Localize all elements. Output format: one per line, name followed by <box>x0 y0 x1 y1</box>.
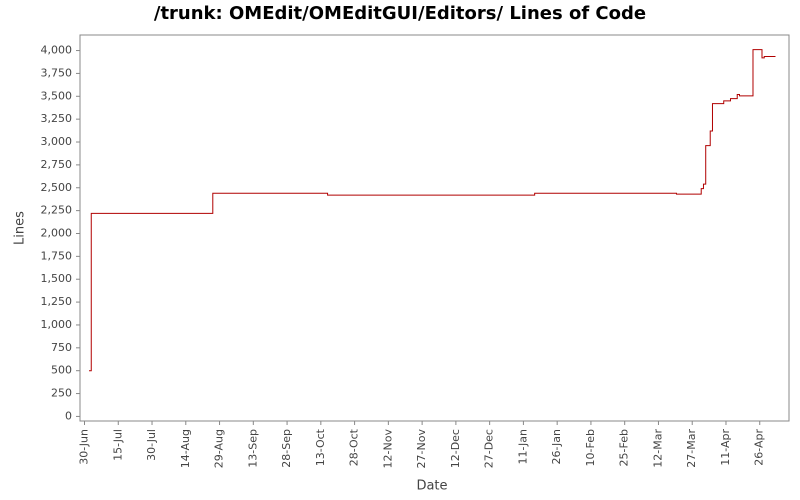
y-tick-label: 1,750 <box>41 249 73 262</box>
x-tick-label: 27-Mar <box>685 429 698 468</box>
y-tick-label: 2,500 <box>41 181 73 194</box>
y-tick-label: 250 <box>51 387 72 400</box>
y-tick-label: 750 <box>51 341 72 354</box>
x-tick-label: 25-Feb <box>618 429 631 466</box>
x-tick-label: 15-Jul <box>111 429 124 461</box>
x-tick-label: 29-Aug <box>213 429 226 468</box>
x-tick-label: 10-Feb <box>584 429 597 466</box>
x-tick-label: 26-Jan <box>550 429 563 465</box>
x-tick-label: 11-Jan <box>516 429 529 465</box>
y-tick-label: 2,750 <box>41 158 73 171</box>
y-tick-label: 1,500 <box>41 272 73 285</box>
x-tick-label: 12-Dec <box>449 429 462 468</box>
y-tick-label: 2,000 <box>41 226 73 239</box>
y-tick-label: 3,250 <box>41 112 73 125</box>
y-tick-label: 3,000 <box>41 135 73 148</box>
x-tick-label: 12-Nov <box>381 429 394 469</box>
y-tick-label: 3,750 <box>41 66 73 79</box>
y-tick-label: 1,250 <box>41 295 73 308</box>
x-tick-label: 30-Jul <box>145 429 158 461</box>
x-tick-label: 13-Sep <box>246 429 259 468</box>
x-tick-label: 26-Apr <box>753 429 766 466</box>
x-axis-label: Date <box>416 479 447 494</box>
y-tick-label: 500 <box>51 364 72 377</box>
x-tick-label: 28-Sep <box>280 429 293 468</box>
x-tick-label: 27-Dec <box>483 429 496 468</box>
x-tick-label: 12-Mar <box>651 429 664 468</box>
chart-title: /trunk: OMEdit/OMEditGUI/Editors/ Lines … <box>154 3 646 24</box>
y-tick-label: 2,250 <box>41 204 73 217</box>
x-tick-label: 11-Apr <box>719 429 732 466</box>
y-tick-label: 4,000 <box>41 44 73 57</box>
plot-area <box>79 34 790 422</box>
y-tick-label: 1,000 <box>41 318 73 331</box>
data-line <box>89 49 776 372</box>
y-axis-label: Lines <box>13 211 28 245</box>
x-tick-label: 27-Nov <box>415 429 428 469</box>
y-tick-label: 0 <box>65 409 72 422</box>
x-tick-label: 14-Aug <box>179 429 192 468</box>
y-tick-label: 3,500 <box>41 89 73 102</box>
x-tick-label: 30-Jun <box>78 429 91 465</box>
x-tick-label: 28-Oct <box>348 428 361 466</box>
x-tick-label: 13-Oct <box>314 428 327 466</box>
